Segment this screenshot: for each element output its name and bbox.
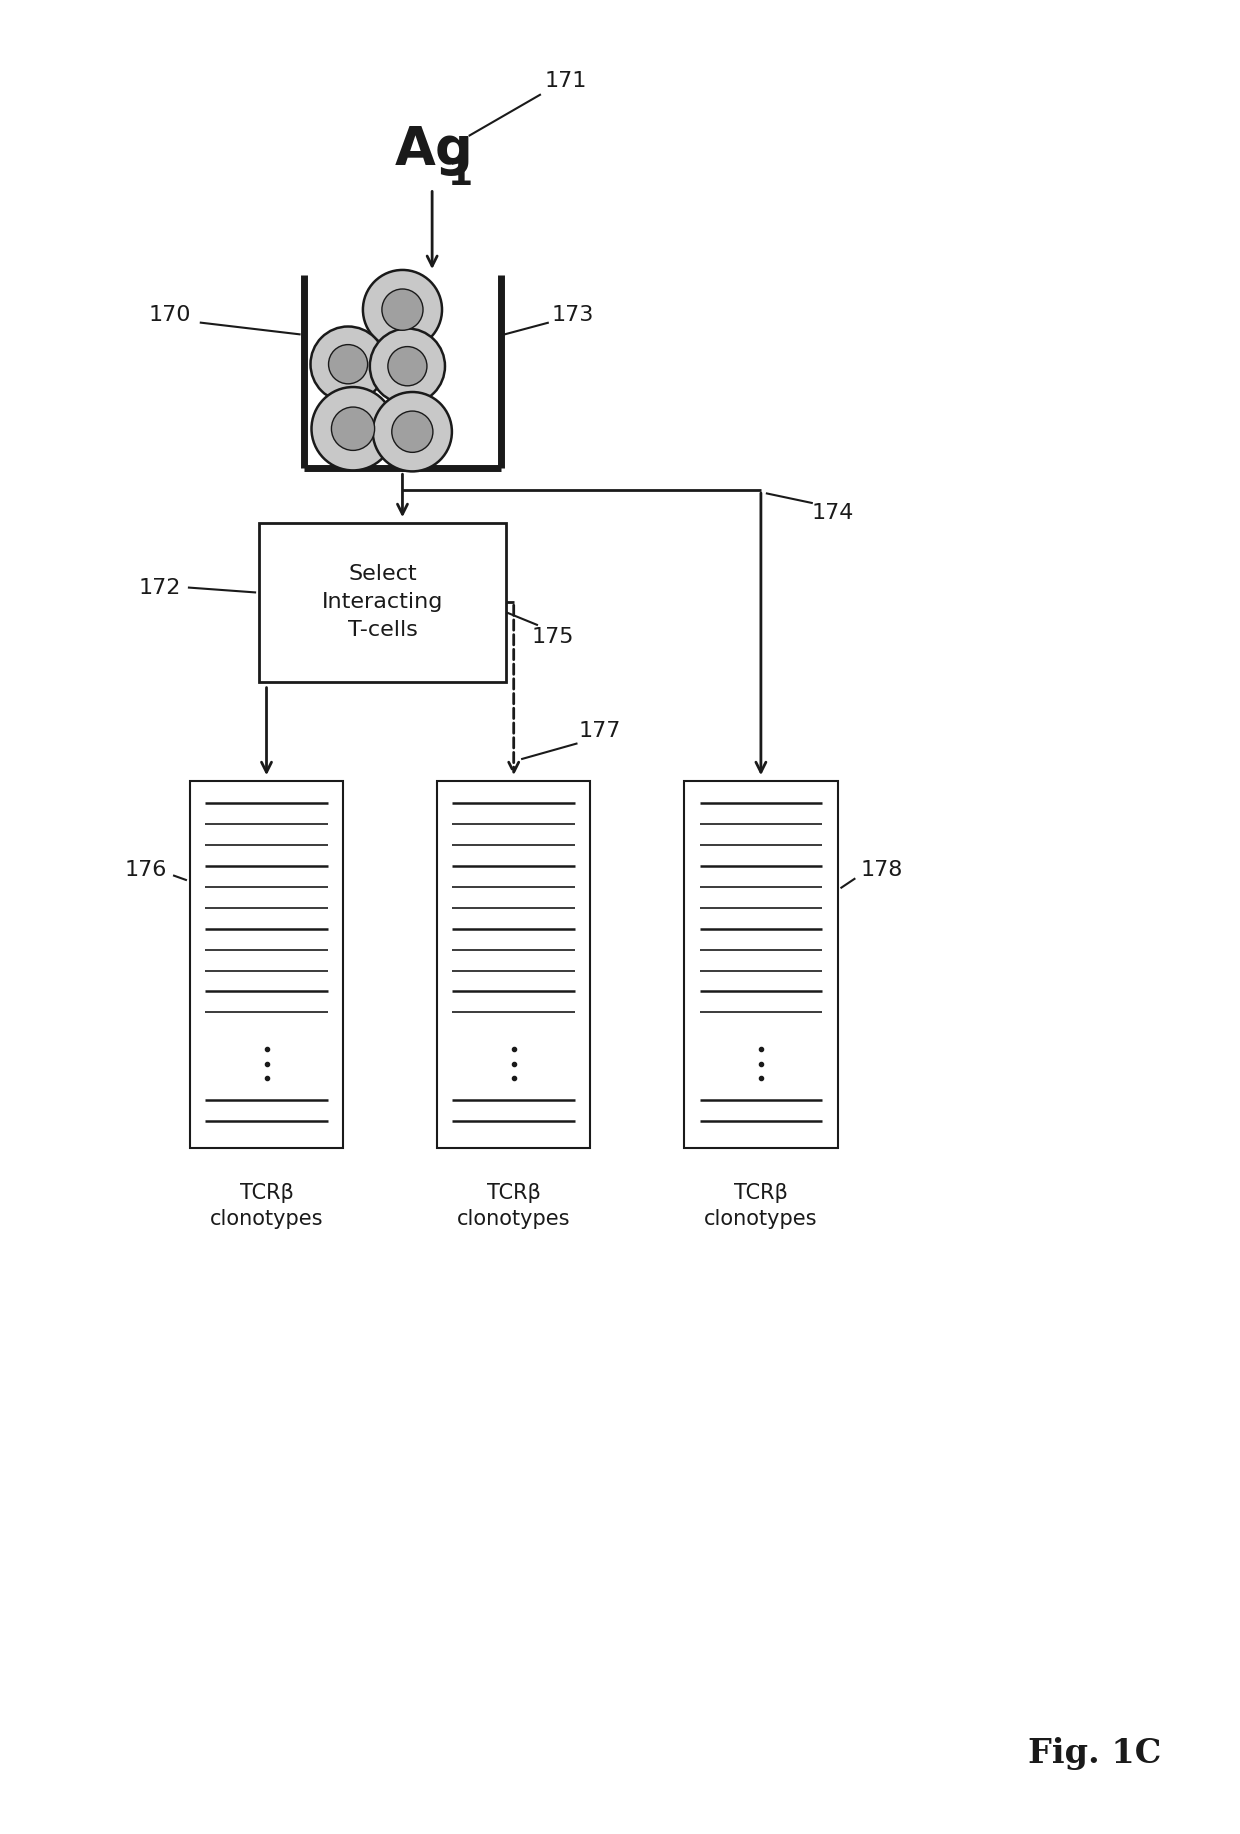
Text: 172: 172: [139, 578, 181, 598]
Circle shape: [311, 387, 394, 470]
Text: 177: 177: [579, 721, 621, 741]
Circle shape: [370, 328, 445, 403]
Text: 173: 173: [552, 304, 594, 325]
Circle shape: [373, 392, 451, 471]
Text: 176: 176: [124, 860, 166, 880]
Text: $\mathbf{1}$: $\mathbf{1}$: [446, 158, 471, 193]
Circle shape: [392, 411, 433, 453]
Text: TCRβ
clonotypes: TCRβ clonotypes: [458, 1183, 570, 1229]
FancyBboxPatch shape: [684, 781, 837, 1148]
Text: 178: 178: [861, 860, 903, 880]
Text: 171: 171: [544, 72, 587, 92]
Circle shape: [310, 326, 386, 402]
FancyBboxPatch shape: [436, 781, 590, 1148]
Text: TCRβ
clonotypes: TCRβ clonotypes: [210, 1183, 324, 1229]
Circle shape: [331, 407, 374, 451]
Text: Select
Interacting
T-cells: Select Interacting T-cells: [322, 565, 444, 640]
Text: $\mathbf{Ag}$: $\mathbf{Ag}$: [394, 125, 470, 178]
Text: 170: 170: [149, 304, 191, 325]
Text: TCRβ
clonotypes: TCRβ clonotypes: [704, 1183, 817, 1229]
Text: 175: 175: [532, 627, 574, 647]
Circle shape: [329, 345, 367, 383]
Circle shape: [363, 270, 441, 348]
Text: Fig. 1C: Fig. 1C: [1028, 1737, 1161, 1770]
FancyBboxPatch shape: [190, 781, 343, 1148]
Circle shape: [388, 347, 427, 385]
FancyBboxPatch shape: [259, 523, 506, 682]
Text: 174: 174: [811, 503, 854, 523]
Circle shape: [382, 290, 423, 330]
